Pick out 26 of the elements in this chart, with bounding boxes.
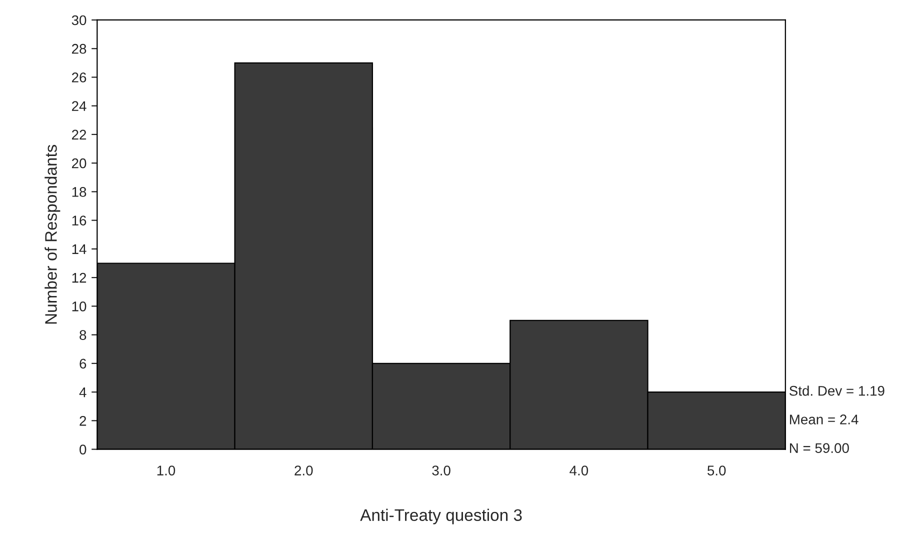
y-tick-label: 10 [72, 302, 86, 312]
y-tick-label: 22 [72, 130, 86, 140]
y-tick-label: 14 [72, 244, 86, 254]
y-tick-label: 16 [72, 216, 86, 226]
x-tick-label: 3.0 [432, 466, 450, 476]
y-tick-label: 8 [80, 330, 86, 340]
text: Std. Dev = 1.19 [789, 386, 884, 396]
y-tick-label: 6 [80, 358, 86, 369]
y-tick-label: 20 [72, 158, 86, 168]
text: Mean = 2.4 [790, 414, 858, 424]
y-tick-label: 26 [72, 72, 86, 82]
x-tick-label: 5.0 [707, 466, 726, 476]
x-tick-label: 2.0 [294, 466, 313, 476]
y-tick-label: 28 [72, 44, 86, 54]
y-tick-label: 0 [80, 444, 86, 454]
y-tick-label: 4 [79, 388, 86, 398]
y-tick-label: 30 [72, 15, 86, 26]
y-tick-label: 18 [72, 187, 86, 197]
y-axis-title: Number of Respondants [44, 144, 60, 324]
y-tick-label: 24 [72, 101, 86, 111]
x-axis-title: Anti-Treaty question 3 [360, 508, 522, 524]
x-tick-label: 4.0 [570, 466, 588, 476]
text: N = 59.00 [790, 443, 849, 454]
y-tick-label: 12 [72, 272, 86, 283]
x-tick-label: 1.0 [157, 466, 176, 476]
y-tick-label: 2 [80, 416, 86, 426]
